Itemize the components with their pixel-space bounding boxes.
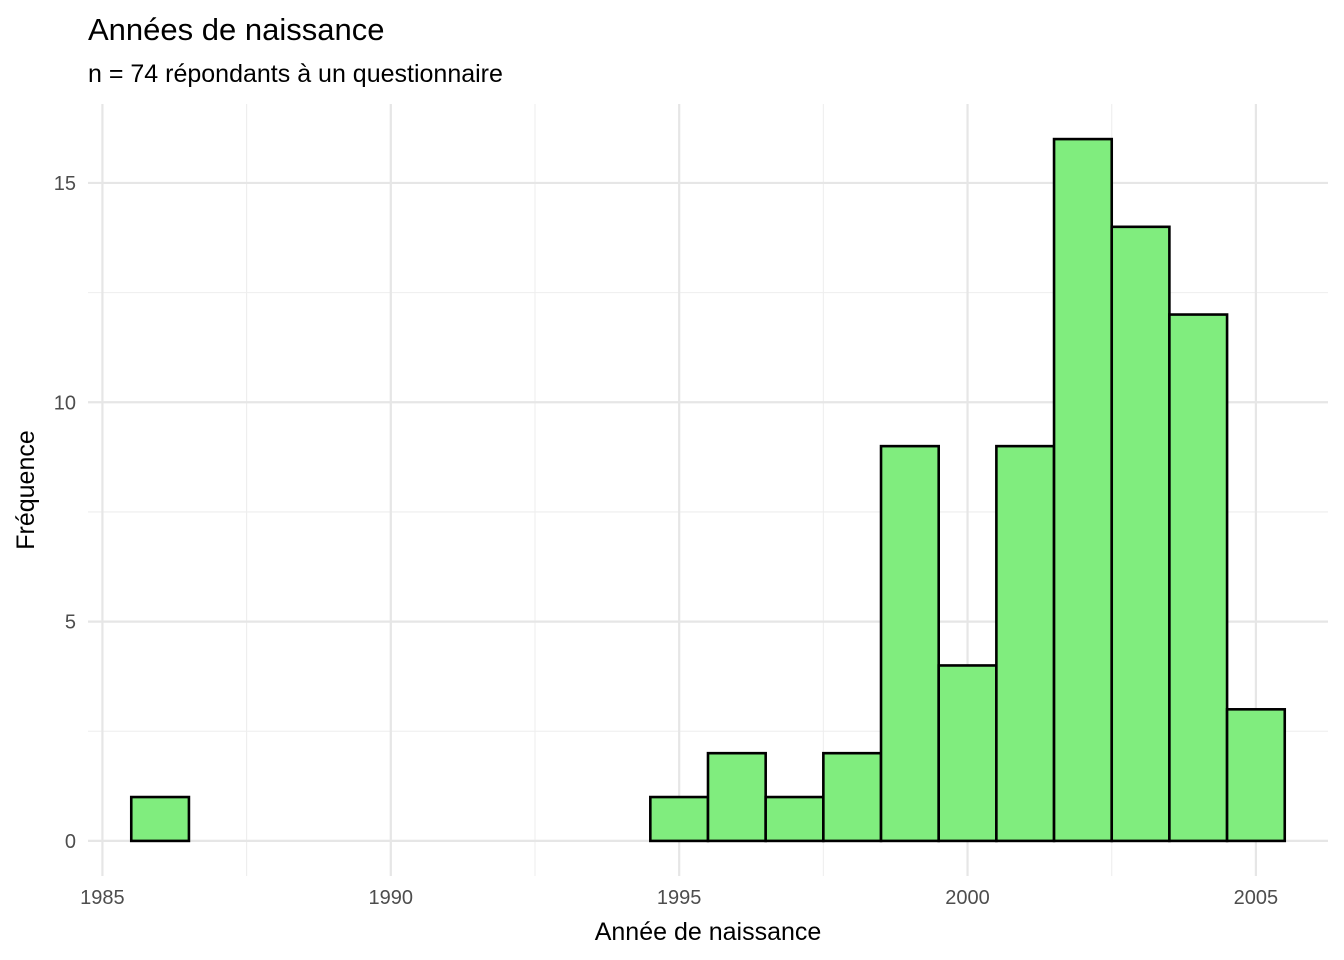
histogram-bar-1999 — [879, 444, 940, 843]
chart-title: Années de naissance — [88, 12, 384, 47]
x-axis-tick-labels: 1985 1990 1995 2000 2005 — [80, 887, 1278, 909]
y-axis-tick-labels: 0 5 10 15 — [54, 173, 76, 853]
histogram-bar-2000 — [937, 664, 998, 843]
histogram-bar-1997 — [764, 795, 825, 843]
y-tick-label: 15 — [54, 173, 76, 195]
y-tick-label: 0 — [65, 831, 76, 853]
histogram-bar-1996 — [706, 751, 767, 843]
x-tick-label: 1995 — [657, 887, 702, 909]
x-tick-label: 2000 — [945, 887, 990, 909]
chart-subtitle: n = 74 répondants à un questionnaire — [88, 60, 503, 88]
y-tick-label: 10 — [54, 392, 76, 414]
histogram-bar-2004 — [1168, 313, 1229, 843]
histogram-bars — [129, 137, 1287, 843]
y-axis-title: Fréquence — [12, 430, 40, 550]
histogram-bar-1995 — [649, 795, 710, 843]
histogram-bar-1986 — [129, 795, 191, 843]
histogram-bar-2001 — [995, 444, 1056, 843]
x-axis-title: Année de naissance — [595, 918, 822, 946]
histogram-bar-2003 — [1110, 225, 1171, 843]
histogram-bar-2005 — [1225, 708, 1287, 843]
histogram-bar-2002 — [1052, 137, 1114, 843]
x-tick-label: 1985 — [80, 887, 125, 909]
x-tick-label: 1990 — [369, 887, 414, 909]
y-tick-label: 5 — [65, 612, 76, 634]
histogram-bar-1998 — [822, 751, 883, 843]
x-tick-label: 2005 — [1234, 887, 1279, 909]
